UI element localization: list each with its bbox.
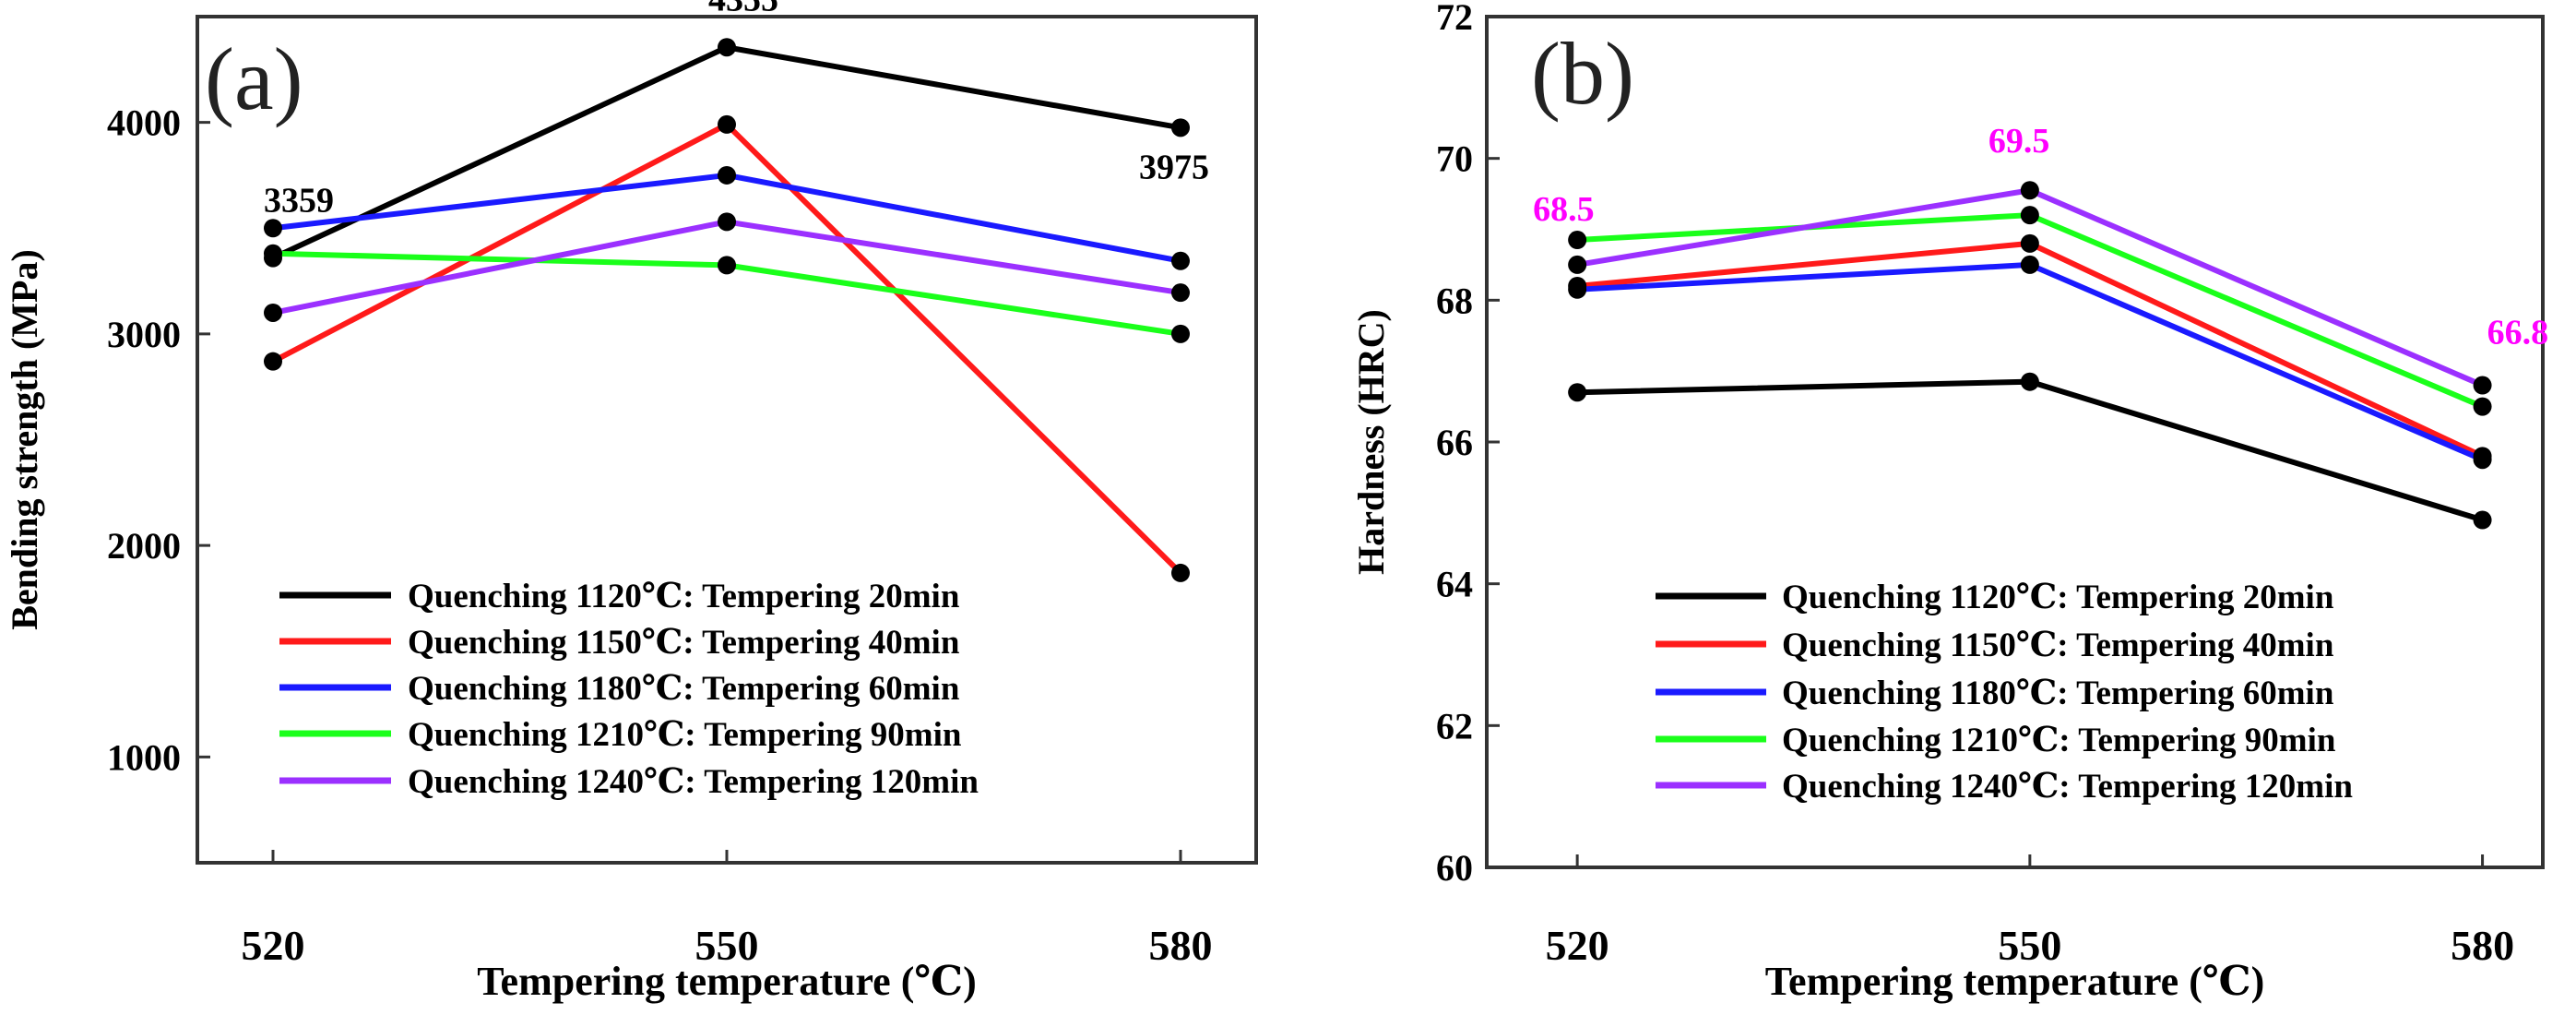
data-label: 69.5 bbox=[1988, 122, 2050, 161]
panel-label: (b) bbox=[1531, 24, 1634, 123]
y-axis-label: Bending strength (MPa) bbox=[4, 249, 45, 630]
data-point bbox=[1171, 283, 1190, 303]
x-tick-label: 580 bbox=[2451, 922, 2514, 969]
legend-label: Quenching 1120℃: Tempering 20min bbox=[1782, 579, 2334, 616]
data-point bbox=[2020, 255, 2039, 274]
data-point bbox=[1568, 255, 1587, 274]
y-tick-label: 60 bbox=[1436, 847, 1473, 889]
legend-label: Quenching 1120℃: Tempering 20min bbox=[408, 578, 960, 615]
x-tick-label: 550 bbox=[695, 922, 759, 969]
data-point bbox=[2473, 397, 2492, 416]
data-point bbox=[1568, 383, 1587, 402]
data-label: 3975 bbox=[1139, 148, 1209, 186]
x-tick-label: 520 bbox=[1546, 922, 1609, 969]
y-tick-label: 66 bbox=[1436, 422, 1473, 463]
legend-label: Quenching 1240℃: Tempering 120min bbox=[408, 763, 979, 801]
data-point bbox=[1171, 118, 1190, 137]
legend-label: Quenching 1180℃: Tempering 60min bbox=[408, 670, 960, 708]
y-tick-label: 2000 bbox=[107, 525, 181, 567]
y-tick-label: 70 bbox=[1436, 138, 1473, 180]
data-point bbox=[718, 256, 736, 275]
data-point bbox=[718, 114, 736, 134]
data-point bbox=[1171, 324, 1190, 343]
x-tick-label: 550 bbox=[1998, 922, 2061, 969]
y-tick-label: 68 bbox=[1436, 280, 1473, 321]
legend-label: Quenching 1210℃: Tempering 90min bbox=[1782, 722, 2336, 759]
series-line-2 bbox=[1576, 261, 2484, 462]
y-tick-label: 62 bbox=[1436, 705, 1473, 746]
data-point bbox=[1568, 280, 1587, 299]
legend-label: Quenching 1210℃: Tempering 90min bbox=[408, 716, 962, 754]
data-point bbox=[2473, 376, 2492, 395]
data-label: 66.8 bbox=[2487, 314, 2549, 352]
y-axis-label: Hardness (HRC) bbox=[1350, 309, 1392, 575]
data-point bbox=[264, 303, 282, 322]
y-tick-label: 64 bbox=[1436, 564, 1473, 605]
panel-label: (a) bbox=[205, 30, 303, 128]
data-point bbox=[2020, 372, 2039, 391]
data-label: 4355 bbox=[708, 0, 778, 18]
y-tick-label: 4000 bbox=[107, 102, 181, 144]
legend-label: Quenching 1180℃: Tempering 60min bbox=[1782, 675, 2334, 712]
chart-panel-a: 1000 2000 3000 4000 520 550 580 Tempering tempe… bbox=[4, 0, 1258, 1004]
data-label: 3359 bbox=[264, 182, 334, 221]
data-point bbox=[718, 212, 736, 232]
data-point bbox=[2020, 181, 2039, 200]
x-tick-label: 580 bbox=[1149, 922, 1213, 969]
data-point bbox=[1568, 231, 1587, 250]
data-point bbox=[264, 352, 282, 371]
chart-panel-b: 60 62 64 66 68 70 72 520 550 580 Tempering tempera… bbox=[1350, 0, 2548, 1004]
data-point bbox=[2473, 450, 2492, 470]
legend-label: Quenching 1150℃: Tempering 40min bbox=[1782, 627, 2334, 664]
data-point bbox=[264, 219, 282, 238]
x-axis-label: Tempering temperature (℃) bbox=[1765, 959, 2265, 1004]
x-axis-label: Tempering temperature (℃) bbox=[477, 959, 977, 1004]
y-tick-label: 3000 bbox=[107, 314, 181, 355]
data-point bbox=[2020, 233, 2039, 253]
data-point bbox=[264, 244, 282, 263]
data-point bbox=[1171, 563, 1190, 582]
x-tick-label: 520 bbox=[242, 922, 305, 969]
data-point bbox=[2473, 510, 2492, 530]
legend-label: Quenching 1150℃: Tempering 40min bbox=[408, 624, 960, 662]
data-point bbox=[1171, 251, 1190, 270]
data-point bbox=[2020, 206, 2039, 225]
data-point bbox=[718, 38, 736, 57]
data-point bbox=[718, 165, 736, 185]
y-tick-label: 1000 bbox=[107, 736, 181, 778]
y-tick-label: 72 bbox=[1436, 0, 1473, 38]
data-label: 68.5 bbox=[1533, 190, 1595, 229]
legend-label: Quenching 1240℃: Tempering 120min bbox=[1782, 768, 2353, 806]
